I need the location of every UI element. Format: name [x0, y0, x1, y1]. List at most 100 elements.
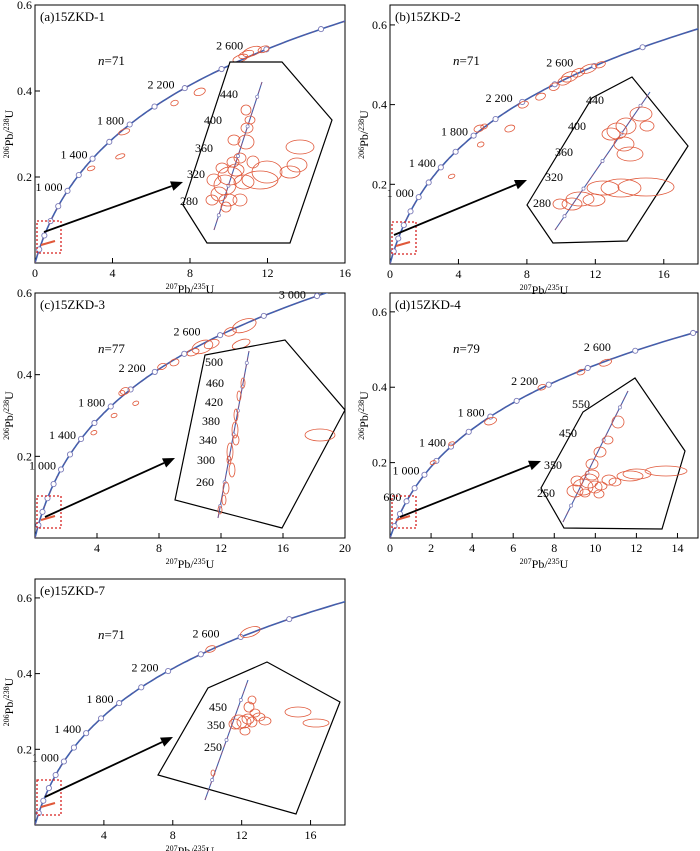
panel-title: (a)15ZKD-1 [40, 9, 105, 24]
analysis-ellipse [429, 460, 437, 466]
axis-label-superscript: 238 [2, 118, 11, 130]
analysis-ellipse [535, 92, 546, 101]
inset-concordia-error [213, 81, 263, 231]
inset-analysis-ellipse [244, 115, 256, 125]
y-axis-label: 206Pb/238U [2, 391, 17, 440]
inset-analysis-ellipse [222, 481, 230, 495]
y-tick-label: 0.6 [17, 0, 32, 12]
inset-analysis-ellipse [639, 120, 655, 132]
zoom-region-data [40, 515, 56, 521]
inset-age-label: 420 [205, 395, 223, 409]
axis-label-superscript: 207 [520, 283, 532, 292]
sample-count: n=77 [98, 341, 125, 356]
concordia-age-marker [437, 164, 444, 171]
y-tick-label: 0.4 [17, 667, 32, 681]
axis-label-text: U [2, 677, 16, 686]
inset-age-label: 440 [586, 93, 604, 107]
concordia-age-label: 1 400 [419, 435, 446, 449]
x-axis-label: 207Pb/235U [166, 282, 215, 297]
concordia-age-marker [181, 85, 188, 92]
analysis-ellipse [169, 358, 180, 367]
y-axis-label: 206Pb/238U [357, 110, 372, 159]
axis-label-superscript: 238 [2, 400, 11, 412]
inset-analysis-ellipse [220, 201, 232, 213]
inset-age-label: 350 [544, 458, 562, 472]
inset-analysis-ellipse [226, 156, 240, 168]
x-tick-label: 12 [262, 266, 274, 280]
x-tick-label: 4 [110, 266, 116, 280]
inset-age-marker [210, 778, 215, 782]
concordia-age-marker [671, 207, 676, 212]
inset-age-label: 280 [180, 194, 198, 208]
inset-analysis-ellipse [602, 435, 614, 445]
inset-analysis-ellipse [616, 146, 644, 162]
analysis-ellipse [132, 400, 140, 406]
sample-count-symbol: n [98, 627, 105, 642]
concordia-curve [35, 600, 345, 825]
x-axis-label: 207Pb/235U [166, 844, 215, 851]
concordia-age-label: 1 800 [458, 406, 485, 420]
plot-area [35, 20, 345, 263]
concordia-age-marker [64, 187, 71, 194]
concordia-age-marker [70, 744, 77, 751]
zoom-region-box [36, 495, 62, 529]
y-tick-label: 0.6 [17, 591, 32, 605]
inset-age-label: 260 [196, 475, 214, 489]
concordia-age-marker [50, 480, 57, 488]
concordia-age-label: 2 200 [131, 660, 158, 674]
concordia-age-marker [465, 428, 472, 435]
axis-label-superscript: 235 [194, 844, 206, 851]
concordia-age-marker [317, 26, 325, 33]
concordia-age-marker [400, 222, 407, 229]
y-tick-label: 0.6 [372, 18, 387, 32]
analysis-ellipse [537, 384, 547, 391]
y-tick-label: 0.2 [17, 742, 32, 756]
concordia-age-label: 1 800 [441, 125, 468, 139]
zoom-arrow-shaft [393, 183, 517, 236]
inset-age-label: 450 [209, 700, 227, 714]
sample-count-value: =71 [460, 53, 480, 68]
concordia-age-label: 2 600 [216, 39, 243, 53]
zoom-region-data [395, 241, 411, 247]
axis-label-superscript: 207 [166, 282, 178, 291]
analysis-ellipse [87, 165, 96, 172]
inset-age-label: 340 [199, 433, 217, 447]
inset-analysis-ellipse [227, 134, 241, 146]
concordia-age-marker [127, 386, 134, 393]
concordia-age-label: 1 800 [97, 114, 124, 128]
concordia-age-marker [35, 810, 42, 817]
analysis-ellipse [484, 416, 497, 426]
inset-analysis-ellipse [615, 117, 637, 135]
concordia-age-marker [126, 121, 133, 128]
inset-analysis-ellipse [279, 165, 301, 179]
analysis-ellipse [561, 70, 579, 83]
inset-age-label: 550 [572, 397, 590, 411]
axis-label-superscript: 206 [357, 147, 366, 159]
concordia-age-label: 1 800 [78, 396, 105, 410]
analysis-ellipse [571, 67, 586, 78]
inset-analysis-ellipse [205, 194, 219, 206]
inset-analysis-ellipse [210, 769, 216, 777]
sample-count-value: =71 [105, 53, 125, 68]
axis-label-text: Pb/ [178, 557, 195, 571]
inset-analysis-ellipse [249, 708, 261, 718]
sample-count-symbol: n [453, 341, 460, 356]
zoom-arrow-shaft [43, 185, 173, 233]
y-axis-label: 206Pb/238U [2, 677, 17, 726]
inset-analysis-ellipse [226, 455, 232, 465]
analysis-ellipse [110, 412, 118, 419]
analysis-ellipse [548, 82, 560, 91]
inset-concordia-error [562, 390, 629, 523]
concordia-age-marker [138, 684, 145, 691]
concordia-age-marker [36, 246, 43, 253]
axis-label-superscript: 206 [2, 714, 11, 726]
analysis-ellipse [118, 128, 131, 136]
concordia-age-label: 2 200 [486, 91, 513, 105]
x-tick-label: 2 [428, 541, 434, 555]
plot-area [390, 329, 698, 538]
concordia-age-label: 2 600 [174, 324, 201, 338]
concordia-age-label: 2 200 [511, 374, 538, 388]
panel-title: (b)15ZKD-2 [395, 9, 461, 24]
concordia-age-marker [40, 797, 47, 804]
inset-analysis-ellipse [246, 716, 258, 728]
